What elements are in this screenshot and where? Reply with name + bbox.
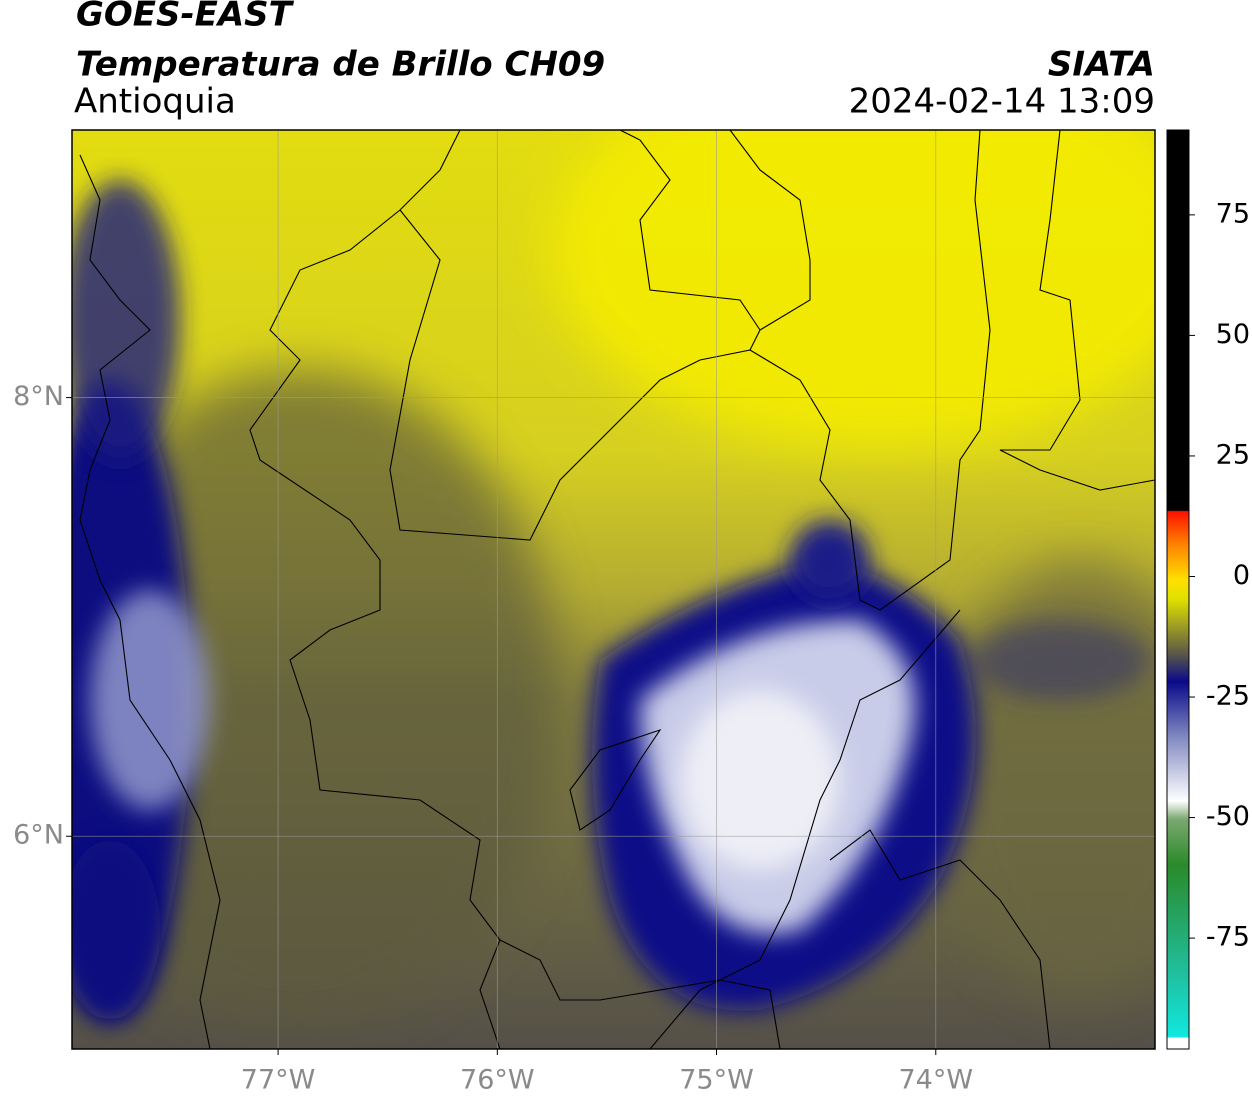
region: Antioquia — [74, 82, 236, 122]
x-tick-label: 76°W — [460, 1065, 535, 1096]
colorbar — [1166, 129, 1190, 1050]
gridlines — [72, 130, 1155, 1049]
colorbar-tick-label: 75 — [1216, 198, 1250, 229]
satellite-image — [72, 130, 1155, 1049]
x-tick-label: 77°W — [241, 1065, 316, 1096]
y-tick-label: 8°N — [13, 381, 64, 412]
datetime: 2024-02-14 13:09 — [849, 82, 1155, 122]
source: SIATA — [1048, 45, 1155, 85]
colorbar-tick-label: 25 — [1216, 439, 1250, 470]
colorbar-tick-label: -75 — [1206, 922, 1250, 953]
x-tick-label: 75°W — [679, 1065, 754, 1096]
colorbar-tick-label: 50 — [1216, 319, 1250, 350]
map-frame — [71, 129, 1156, 1050]
x-tick-label: 74°W — [898, 1065, 973, 1096]
colorbar-tick-label: -25 — [1206, 681, 1250, 712]
colorbar-tick-label: 0 — [1233, 560, 1250, 591]
subtitle: Temperatura de Brillo CH09 — [76, 45, 605, 85]
y-tick-label: 6°N — [13, 820, 64, 851]
colorbar-tick-label: -50 — [1206, 801, 1250, 832]
title: GOES-EAST — [76, 0, 295, 35]
